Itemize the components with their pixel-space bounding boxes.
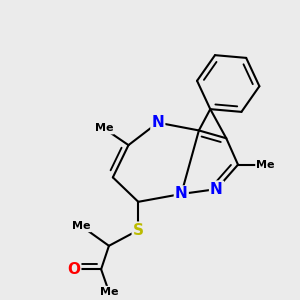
Text: N: N xyxy=(210,182,223,196)
Text: N: N xyxy=(175,187,188,202)
Text: Me: Me xyxy=(256,160,274,170)
Text: Me: Me xyxy=(95,124,113,134)
Text: O: O xyxy=(67,262,80,277)
Text: Me: Me xyxy=(100,287,118,297)
Text: N: N xyxy=(152,115,164,130)
Text: Me: Me xyxy=(72,221,91,231)
Text: S: S xyxy=(133,223,144,238)
